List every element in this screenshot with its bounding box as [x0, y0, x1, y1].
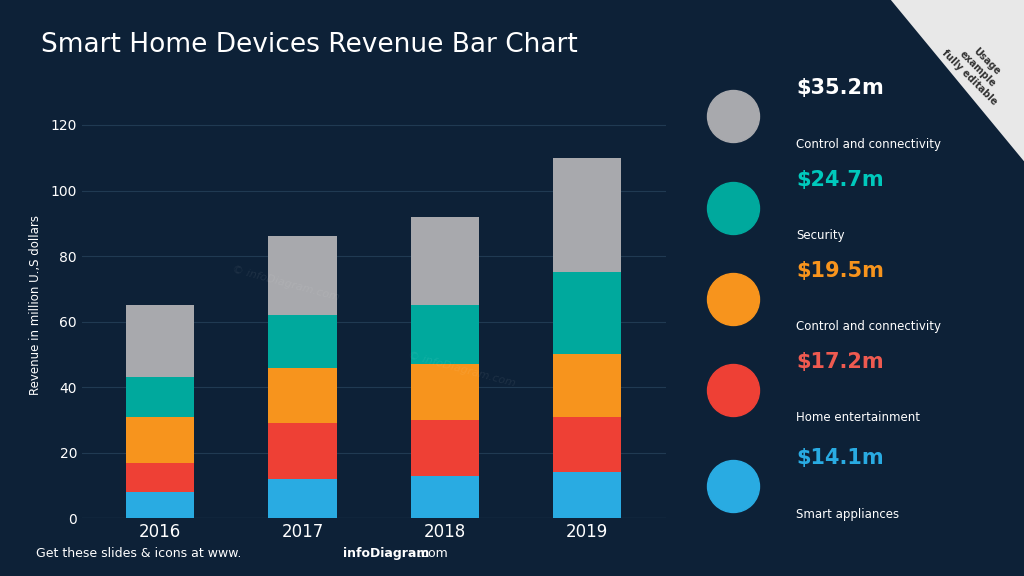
Text: $14.1m: $14.1m [796, 449, 884, 468]
Text: Smart appliances: Smart appliances [796, 508, 899, 521]
Text: $17.2m: $17.2m [796, 352, 884, 372]
Text: © infoDiagram.com: © infoDiagram.com [407, 350, 516, 388]
Text: Home entertainment: Home entertainment [796, 411, 920, 425]
Bar [553, 354, 622, 417]
Bar [126, 463, 195, 492]
Bar [553, 417, 622, 472]
Bar [411, 305, 479, 364]
Bar [268, 479, 337, 518]
Bar [411, 420, 479, 476]
Text: Control and connectivity: Control and connectivity [796, 138, 941, 151]
Bar [411, 217, 479, 305]
Bar [268, 236, 337, 315]
Bar [126, 377, 195, 417]
Text: Security: Security [796, 229, 845, 242]
Bar [553, 272, 622, 354]
Text: Smart Home Devices Revenue Bar Chart: Smart Home Devices Revenue Bar Chart [41, 32, 578, 58]
Bar [411, 476, 479, 518]
Text: infoDiagram: infoDiagram [343, 547, 429, 560]
Bar [553, 158, 622, 272]
Point [725, 112, 741, 121]
Bar [268, 367, 337, 423]
Bar [126, 492, 195, 518]
Text: Get these slides & icons at www.: Get these slides & icons at www. [36, 547, 242, 560]
Point [725, 294, 741, 304]
Text: $35.2m: $35.2m [796, 78, 884, 98]
Text: Usage
example
fully editable: Usage example fully editable [940, 32, 1016, 107]
Bar [268, 423, 337, 479]
Text: © infoDiagram.com: © infoDiagram.com [231, 265, 341, 303]
Point [725, 385, 741, 395]
Point [725, 482, 741, 491]
Point [725, 203, 741, 212]
Bar [268, 315, 337, 367]
Bar [126, 417, 195, 463]
Text: $19.5m: $19.5m [796, 261, 884, 281]
Y-axis label: Revenue in million U.,S dollars: Revenue in million U.,S dollars [30, 215, 42, 395]
Text: Control and connectivity: Control and connectivity [796, 320, 941, 333]
Bar [126, 305, 195, 377]
Text: $24.7m: $24.7m [796, 170, 884, 190]
Text: .com: .com [418, 547, 449, 560]
Bar [411, 364, 479, 420]
Bar [553, 472, 622, 518]
